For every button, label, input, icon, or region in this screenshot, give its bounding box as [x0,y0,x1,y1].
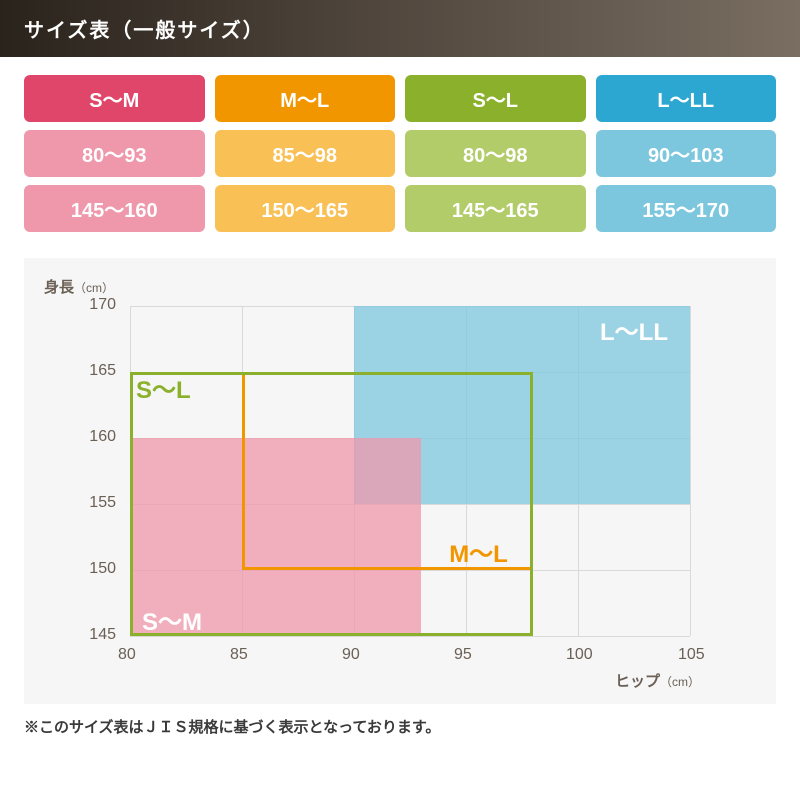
cell-orange-height: 150～165 [215,185,396,232]
xtick: 80 [118,646,136,664]
footnote: ※このサイズ表はＪＩＳ規格に基づく表示となっております。 [0,710,800,737]
header-cell-orange: M～L [215,75,396,122]
cell-pink-hip: 80～93 [24,130,205,177]
region-label-blue: L～LL [600,312,668,347]
header-cell-pink: S～M [24,75,205,122]
cell-pink-height: 145～160 [24,185,205,232]
cell-orange-hip: 85～98 [215,130,396,177]
table-header-row: S～MM～LS～LL～LL [24,75,776,122]
xtick: 105 [678,646,705,664]
plot-area: 14515015516016517080859095100105L～LLS～MM… [130,306,690,636]
ytick: 145 [89,626,116,644]
ytick: 165 [89,362,116,380]
ytick: 150 [89,560,116,578]
xtick: 85 [230,646,248,664]
cell-green-height: 145～165 [405,185,586,232]
cell-blue-height: 155～170 [596,185,777,232]
cell-green-hip: 80～98 [405,130,586,177]
header-cell-blue: L～LL [596,75,777,122]
xtick: 95 [454,646,472,664]
footnote-text: ※このサイズ表はＪＩＳ規格に基づく表示となっております。 [24,719,440,736]
chart-container: 身長（cm）ヒップ（cm）145150155160165170808590951… [24,258,776,704]
region-green [130,372,533,636]
ytick: 170 [89,296,116,314]
ytick: 160 [89,428,116,446]
header-title: サイズ表（一般サイズ） [24,20,265,42]
cell-blue-hip: 90～103 [596,130,777,177]
size-table: S～MM～LS～LL～LL 80～9385～9880～9890～103 145～… [0,57,800,248]
header-bar: サイズ表（一般サイズ） [0,0,800,57]
chart-inner: 身長（cm）ヒップ（cm）145150155160165170808590951… [40,276,710,696]
grid-h [130,636,690,637]
table-row-2: 145～160150～165145～165155～170 [24,185,776,232]
grid-v [690,306,691,636]
xtick: 90 [342,646,360,664]
y-axis-label: 身長（cm） [44,276,114,297]
x-axis-label: ヒップ（cm） [615,670,700,691]
header-cell-green: S～L [405,75,586,122]
table-row-1: 80～9385～9880～9890～103 [24,130,776,177]
ytick: 155 [89,494,116,512]
xtick: 100 [566,646,593,664]
region-label-green: S～L [136,370,191,405]
